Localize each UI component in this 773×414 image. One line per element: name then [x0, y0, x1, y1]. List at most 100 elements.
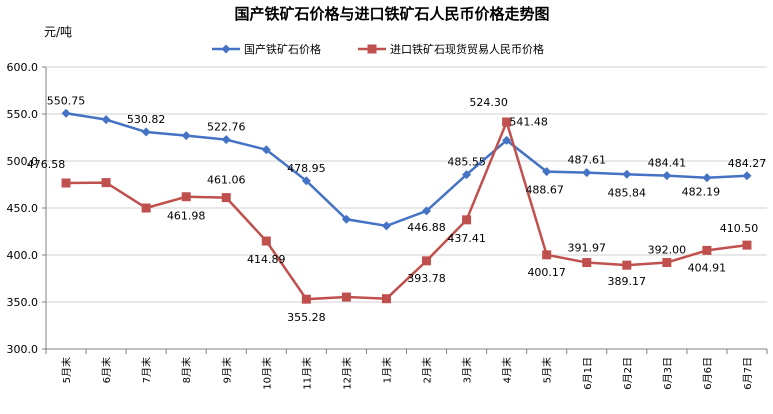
data-point [542, 250, 552, 260]
legend: 国产铁矿石价格 进口铁矿石现货贸易人民币价格 [212, 42, 544, 56]
data-label: 524.30 [469, 96, 508, 109]
data-label: 488.67 [525, 184, 564, 197]
data-label: 485.55 [447, 156, 486, 169]
series [61, 108, 752, 304]
data-label: 485.84 [608, 186, 647, 199]
data-label: 484.27 [728, 157, 767, 170]
data-label: 522.76 [207, 121, 246, 134]
y-tick-label: 550.0 [7, 108, 39, 121]
axes: 300.0 350.0 400.0 450.0 500.0 550.0 600.0 5月末 6月… [7, 61, 768, 390]
data-label: 476.58 [27, 158, 66, 171]
y-tick-label: 500.0 [7, 155, 39, 168]
x-tick-label: 6月1日 [582, 357, 594, 390]
data-label: 550.75 [47, 94, 86, 107]
data-point [542, 167, 552, 177]
legend-label: 国产铁矿石价格 [244, 42, 321, 56]
data-label: 410.50 [720, 222, 759, 235]
x-tick-label: 11月末 [300, 357, 313, 390]
x-tick-label: 6月6日 [702, 357, 714, 390]
data-point [261, 236, 271, 246]
data-point [422, 256, 432, 266]
data-label: 446.88 [407, 221, 446, 234]
data-point [462, 215, 472, 225]
data-point [341, 214, 351, 224]
data-label: 437.41 [447, 232, 486, 245]
x-tick-label: 2月末 [421, 357, 434, 383]
data-point [61, 178, 71, 188]
data-label: 484.41 [648, 157, 687, 170]
data-labels: 550.75 530.82 522.76 478.95 446.88 485.55 541.… [27, 94, 766, 324]
data-point [301, 294, 311, 304]
data-point [141, 127, 151, 137]
legend-marker [367, 44, 377, 54]
data-point [381, 221, 391, 231]
data-point [462, 170, 472, 180]
data-point [662, 171, 672, 181]
legend-item: 进口铁矿石现货贸易人民币价格 [358, 42, 544, 56]
data-point [301, 176, 311, 186]
x-tick-label: 7月末 [140, 357, 153, 383]
legend-label: 进口铁矿石现货贸易人民币价格 [390, 42, 544, 56]
data-point [422, 206, 432, 216]
y-tick-label: 300.0 [7, 343, 39, 356]
y-tick-label: 350.0 [7, 296, 39, 309]
data-label: 404.91 [688, 261, 727, 274]
y-tick-label: 450.0 [7, 202, 39, 215]
data-point [181, 192, 191, 202]
data-point [742, 240, 752, 250]
data-label: 414.89 [247, 253, 286, 266]
data-point [582, 168, 592, 178]
x-tick-label: 8月末 [180, 357, 193, 383]
unit-label: 元/吨 [44, 25, 72, 39]
y-tick-label: 600.0 [7, 61, 39, 74]
data-point [141, 203, 151, 213]
data-label: 391.97 [568, 242, 607, 255]
data-label: 400.17 [527, 266, 566, 279]
data-point [702, 245, 712, 255]
data-point [221, 193, 231, 203]
data-point [221, 135, 231, 145]
data-point [622, 260, 632, 270]
x-tick-label: 5月末 [60, 357, 73, 383]
data-label: 461.06 [207, 174, 246, 187]
x-tick-label: 4月末 [501, 357, 514, 383]
data-point [502, 117, 512, 127]
data-label: 478.95 [287, 162, 326, 175]
data-point [502, 135, 512, 145]
y-tick-label: 400.0 [7, 249, 39, 262]
data-label: 393.78 [407, 272, 446, 285]
data-label: 355.28 [287, 311, 326, 324]
data-point [261, 145, 271, 155]
data-point [742, 171, 752, 181]
data-label: 541.48 [509, 115, 548, 128]
data-point [622, 169, 632, 179]
x-tick-label: 12月末 [340, 357, 353, 390]
series-line [66, 118, 748, 301]
x-tick-label: 6月末 [100, 357, 113, 383]
gridlines [46, 66, 767, 303]
x-tick-label: 10月末 [260, 357, 273, 390]
data-point [101, 115, 111, 125]
data-point [181, 131, 191, 141]
data-label: 461.98 [167, 210, 206, 223]
x-tick-label: 6月2日 [622, 357, 634, 390]
series-import [61, 117, 752, 304]
x-tick-label: 9月末 [220, 357, 233, 383]
x-tick-label: 6月7日 [742, 357, 754, 390]
legend-item: 国产铁矿石价格 [212, 42, 321, 56]
data-point [662, 258, 672, 268]
x-tick-label: 1月末 [380, 357, 393, 383]
data-label: 392.00 [648, 244, 687, 257]
x-tick-label: 6月3日 [662, 357, 674, 390]
series-line [65, 112, 748, 228]
data-label: 530.82 [127, 113, 166, 126]
series-domestic [61, 108, 752, 231]
data-point [381, 294, 391, 304]
data-point [582, 258, 592, 268]
data-label: 482.19 [682, 186, 721, 199]
data-point [101, 178, 111, 188]
legend-marker [221, 44, 231, 54]
data-label: 487.61 [568, 154, 607, 167]
